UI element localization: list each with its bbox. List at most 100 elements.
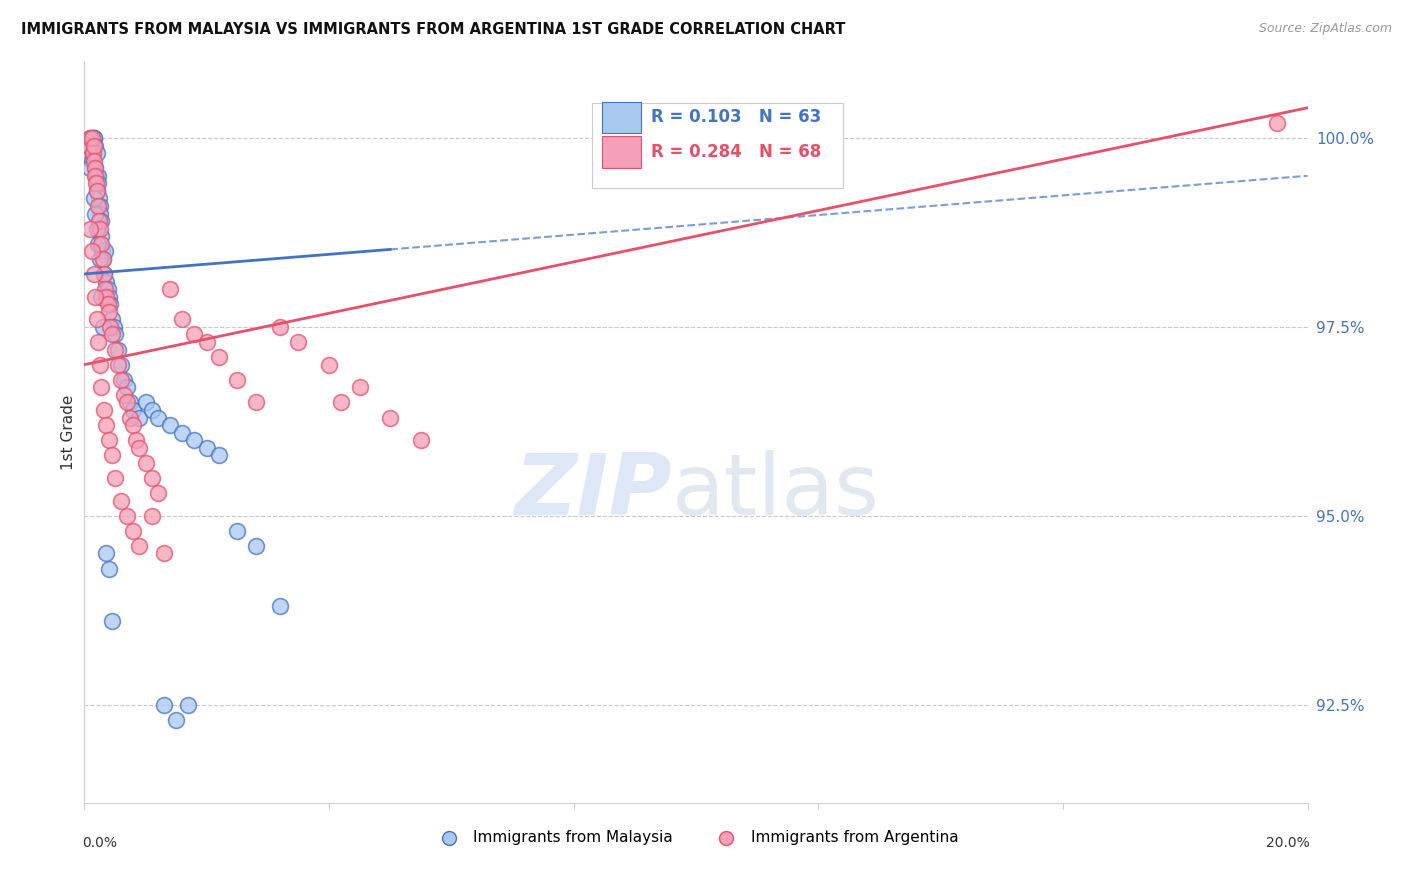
Point	[208, 350, 231, 364]
Point	[96, 275, 118, 289]
Point	[245, 539, 267, 553]
Point	[107, 343, 129, 357]
Point	[98, 297, 121, 311]
Point	[80, 131, 103, 145]
Point	[79, 131, 101, 145]
Point	[165, 713, 187, 727]
Point	[86, 312, 108, 326]
Point	[103, 319, 125, 334]
Point	[89, 358, 111, 372]
Point	[84, 169, 107, 183]
Point	[80, 131, 103, 145]
Point	[83, 153, 105, 168]
Point	[86, 184, 108, 198]
Point	[226, 524, 249, 538]
Point	[83, 131, 105, 145]
Point	[195, 441, 218, 455]
Point	[84, 161, 107, 176]
Point	[96, 290, 118, 304]
Point	[245, 395, 267, 409]
Point	[97, 561, 120, 575]
Point	[101, 448, 124, 462]
Text: 20.0%: 20.0%	[1267, 836, 1310, 850]
Point	[82, 146, 104, 161]
Point	[90, 214, 112, 228]
FancyBboxPatch shape	[592, 103, 842, 188]
Point	[110, 358, 132, 372]
Point	[87, 199, 110, 213]
Point	[112, 373, 135, 387]
Point	[82, 146, 104, 161]
Legend: Immigrants from Malaysia, Immigrants from Argentina: Immigrants from Malaysia, Immigrants fro…	[427, 823, 965, 851]
Point	[153, 547, 176, 561]
Point	[97, 433, 120, 447]
Point	[135, 395, 157, 409]
Point	[80, 244, 103, 259]
Point	[153, 698, 176, 712]
Point	[79, 161, 101, 176]
Point	[83, 161, 105, 176]
Point	[122, 403, 145, 417]
Point	[87, 169, 110, 183]
Point	[226, 373, 249, 387]
Y-axis label: 1st Grade: 1st Grade	[60, 395, 76, 470]
Point	[330, 395, 353, 409]
Point	[128, 441, 150, 455]
Point	[90, 229, 112, 244]
Point	[77, 138, 100, 153]
Point	[141, 508, 163, 523]
Point	[115, 380, 138, 394]
Point	[128, 410, 150, 425]
Point	[104, 343, 127, 357]
Point	[120, 410, 142, 425]
Point	[87, 177, 110, 191]
Point	[146, 486, 169, 500]
Point	[86, 146, 108, 161]
Point	[87, 191, 110, 205]
Point	[120, 395, 142, 409]
Text: 0.0%: 0.0%	[82, 836, 117, 850]
Point	[122, 418, 145, 433]
Point	[83, 191, 105, 205]
FancyBboxPatch shape	[602, 136, 641, 168]
Point	[98, 319, 121, 334]
Point	[159, 282, 181, 296]
Text: atlas: atlas	[672, 450, 880, 533]
Point	[79, 221, 101, 235]
Point	[91, 252, 114, 266]
Text: ZIP: ZIP	[513, 450, 672, 533]
Point	[84, 169, 107, 183]
Point	[76, 146, 98, 161]
Point	[89, 252, 111, 266]
Point	[97, 282, 120, 296]
Point	[83, 131, 105, 145]
Point	[80, 153, 103, 168]
Point	[86, 184, 108, 198]
Point	[84, 206, 107, 220]
Point	[112, 388, 135, 402]
Point	[87, 334, 110, 349]
Point	[79, 131, 101, 145]
Text: R = 0.284   N = 68: R = 0.284 N = 68	[651, 143, 821, 161]
Point	[97, 304, 120, 318]
Text: IMMIGRANTS FROM MALAYSIA VS IMMIGRANTS FROM ARGENTINA 1ST GRADE CORRELATION CHAR: IMMIGRANTS FROM MALAYSIA VS IMMIGRANTS F…	[21, 22, 845, 37]
Point	[91, 319, 114, 334]
Point	[93, 267, 115, 281]
Point	[409, 433, 432, 447]
Text: Source: ZipAtlas.com: Source: ZipAtlas.com	[1258, 22, 1392, 36]
Point	[107, 358, 129, 372]
Point	[104, 327, 127, 342]
Point	[94, 282, 117, 296]
Point	[84, 290, 107, 304]
Point	[183, 327, 205, 342]
Point	[110, 493, 132, 508]
Point	[183, 433, 205, 447]
Point	[172, 312, 194, 326]
Point	[77, 138, 100, 153]
Point	[1265, 116, 1288, 130]
Point	[101, 312, 124, 326]
Point	[141, 403, 163, 417]
Point	[87, 214, 110, 228]
Point	[287, 334, 309, 349]
Point	[90, 290, 112, 304]
